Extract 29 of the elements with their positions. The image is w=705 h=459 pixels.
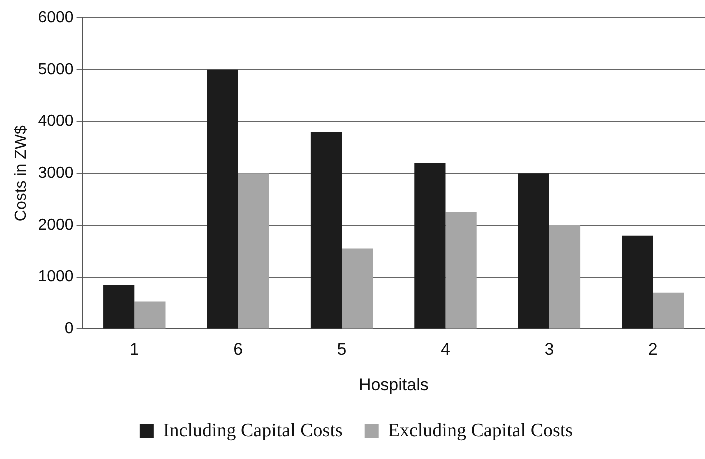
y-axis-title: Costs in ZW$ — [13, 125, 30, 222]
bar — [238, 174, 270, 329]
bar — [446, 212, 477, 329]
bar — [518, 174, 550, 329]
y-tick-label: 0 — [64, 320, 74, 338]
y-tick-label: 4000 — [38, 113, 74, 130]
y-tick-label: 1000 — [38, 268, 74, 286]
y-tick-label: 3000 — [38, 165, 74, 182]
bar — [622, 236, 654, 329]
y-tick-label: 5000 — [38, 61, 74, 78]
bar — [310, 132, 342, 329]
x-tick-label: 2 — [648, 340, 658, 360]
y-tick-label: 2000 — [38, 216, 74, 234]
bar — [549, 225, 581, 329]
bar — [207, 70, 238, 329]
bar — [414, 163, 446, 329]
bar — [104, 285, 135, 329]
x-tick-label: 1 — [130, 340, 140, 360]
x-tick-label: 6 — [234, 340, 244, 360]
bar — [134, 302, 166, 329]
x-tick-label: 3 — [544, 340, 554, 360]
legend-label: Including Capital Costs — [163, 420, 343, 442]
x-tick-label: 5 — [337, 340, 347, 360]
bar — [653, 292, 684, 329]
x-tick-label: 4 — [441, 340, 450, 360]
x-axis-title: Hospitals — [358, 375, 429, 394]
legend-label: Excluding Capital Costs — [388, 420, 574, 442]
bar — [342, 248, 374, 329]
y-tick-label: 6000 — [38, 9, 74, 26]
